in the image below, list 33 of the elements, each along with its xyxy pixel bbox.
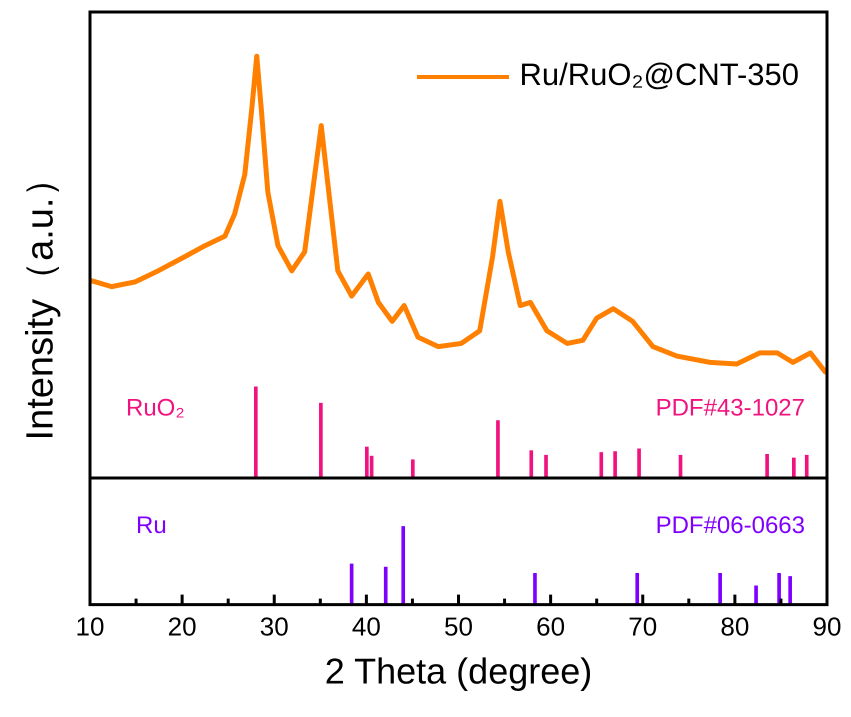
legend-label: Ru/RuO₂@CNT-350	[519, 57, 799, 92]
text: Ru	[136, 512, 167, 540]
x-tick-label: 20	[168, 611, 197, 642]
annotation: PDF#43-1027	[656, 394, 805, 422]
text: RuO₂	[126, 394, 185, 422]
annotation: PDF#06-0663	[656, 512, 805, 540]
bar	[754, 586, 758, 605]
bar	[788, 576, 792, 605]
bar	[319, 402, 323, 478]
bar	[599, 452, 604, 478]
bar	[533, 573, 537, 605]
x-tick-label: 40	[352, 611, 381, 642]
x-tick-label: 70	[628, 611, 658, 642]
bar	[401, 526, 406, 605]
bar	[544, 454, 548, 478]
bar	[254, 386, 258, 478]
x-tick-label: 30	[260, 611, 289, 642]
x-tick-label: 90	[812, 611, 842, 642]
x-tick-label: 80	[720, 611, 750, 642]
y-axis-title: Intensity（a.u.）	[18, 160, 62, 440]
bar	[637, 448, 641, 478]
bar	[678, 454, 682, 478]
bar	[613, 451, 617, 478]
x-tick-label: 60	[536, 611, 566, 642]
bar	[496, 420, 500, 478]
bar	[635, 573, 640, 605]
bar	[718, 573, 722, 605]
bar	[529, 450, 534, 478]
bar	[384, 566, 388, 605]
bar	[350, 564, 354, 605]
x-tick-label: 50	[444, 611, 473, 642]
x-axis-title: 2 Theta (degree)	[324, 650, 592, 692]
x-tick-label: 10	[76, 611, 104, 642]
